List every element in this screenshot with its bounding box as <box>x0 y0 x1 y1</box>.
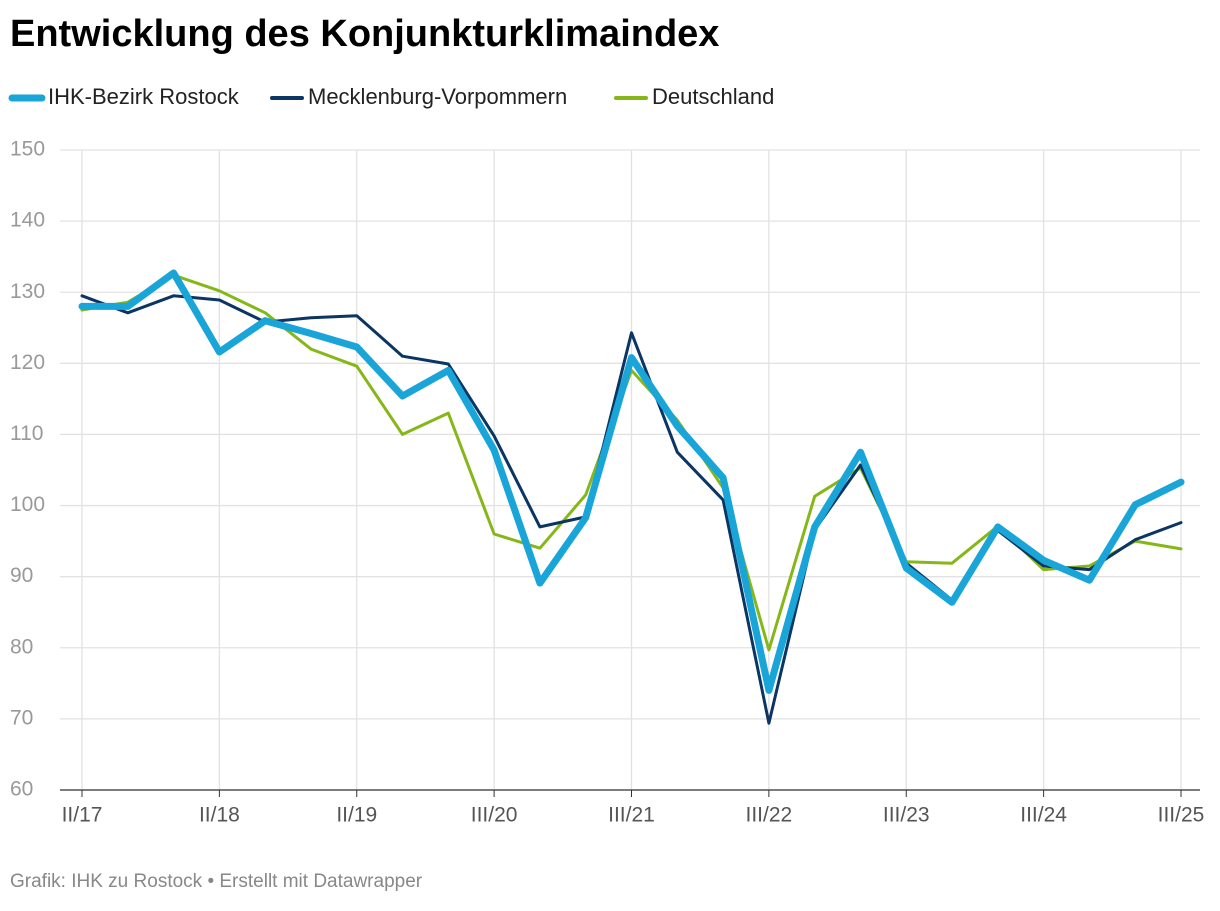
y-tick-label: 130 <box>10 280 45 303</box>
y-tick-label: 90 <box>10 564 33 587</box>
series-line <box>78 269 1185 694</box>
x-tick-label: III/20 <box>471 804 518 827</box>
y-tick-label: 150 <box>10 138 45 161</box>
y-tick-label: 80 <box>10 635 33 658</box>
chart-title: Entwicklung des Konjunkturklimaindex <box>10 13 719 55</box>
y-tick-label: 120 <box>10 351 45 374</box>
y-tick-label: 60 <box>10 778 33 801</box>
x-tick-label: III/22 <box>746 804 793 827</box>
x-tick-label: III/25 <box>1158 804 1205 827</box>
x-tick-label: II/19 <box>336 804 377 827</box>
y-tick-label: 140 <box>10 209 45 232</box>
x-tick-label: II/18 <box>199 804 240 827</box>
y-tick-label: 100 <box>10 493 45 516</box>
x-tick-label: III/21 <box>608 804 655 827</box>
x-tick-label: III/24 <box>1020 804 1067 827</box>
x-tick-label: III/23 <box>883 804 930 827</box>
footer: Grafik: IHK zu Rostock • Erstellt mit Da… <box>10 871 423 892</box>
x-tick-label: II/17 <box>62 804 103 827</box>
legend-label: Deutschland <box>652 84 774 109</box>
y-tick-label: 70 <box>10 706 33 729</box>
y-tick-label: 110 <box>10 422 43 445</box>
legend-label: IHK-Bezirk Rostock <box>48 84 240 109</box>
legend-label: Mecklenburg-Vorpommern <box>308 84 567 109</box>
